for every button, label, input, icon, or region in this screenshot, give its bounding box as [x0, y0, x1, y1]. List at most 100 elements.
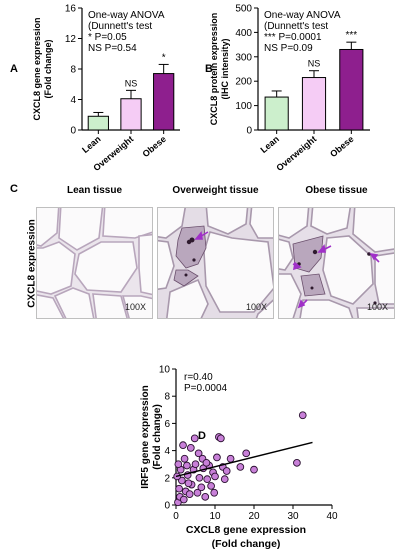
correlation-annotation: r=0.40 [184, 372, 213, 383]
x-axis-label: CXCL8 gene expression [186, 524, 306, 536]
data-point [217, 434, 225, 443]
data-point [293, 458, 301, 467]
obese-tissue-micrograph: 100X [278, 207, 395, 319]
x-tick-label: 40 [326, 511, 338, 522]
bar [87, 115, 109, 131]
data-point [250, 465, 258, 474]
x-tick-label: 30 [287, 511, 299, 522]
data-point [210, 488, 219, 497]
significance-label: *** [345, 30, 357, 41]
data-point [190, 434, 199, 443]
y-axis-label: CXCL8 protein expression [209, 13, 219, 126]
regression-line [175, 441, 313, 478]
y-axis-label: (Fold change) [152, 404, 163, 470]
data-point [180, 454, 189, 463]
bar-chart-cxcl8-protein: 0 100 200 300 400 500 Lean NS Overweight *** Obese… [209, 4, 370, 173]
data-point [186, 444, 195, 452]
stats-annotation: One-way ANOVA [88, 10, 165, 21]
overweight-tissue-micrograph: 100X [157, 207, 274, 319]
x-tick-label: 10 [209, 511, 221, 522]
y-tick-label: 4 [70, 95, 76, 106]
bar [153, 73, 175, 131]
stats-annotation: One-way ANOVA [264, 10, 341, 21]
significance-label: * [162, 52, 166, 63]
panel-letter-a: A [10, 63, 18, 75]
x-tick-label: Obese [328, 134, 356, 159]
scatter-irf5-vs-cxcl8: 0 2 4 6 8 10 0 10 20 30 40 r=0.40P=0.0004 IRF5 gene … [140, 365, 338, 550]
data-point [298, 411, 307, 420]
y-tick-label: 100 [235, 101, 252, 112]
correlation-annotation: P=0.0004 [184, 383, 228, 394]
data-point [183, 461, 191, 470]
y-tick-label: 0 [164, 501, 170, 512]
lean-tissue-title: Lean tissue [66, 185, 123, 196]
panel-letter-b: B [205, 63, 213, 75]
data-point [207, 482, 215, 490]
data-point [184, 479, 193, 488]
y-tick-label: 0 [70, 126, 76, 137]
x-tick-label: 20 [248, 511, 260, 522]
data-point [179, 495, 188, 504]
y-tick-label: 400 [235, 28, 252, 39]
data-point [179, 441, 187, 450]
panel-letter-c: C [10, 183, 18, 195]
y-tick-label: 12 [65, 34, 77, 45]
bar [264, 96, 289, 131]
data-point [226, 454, 235, 463]
magnification-label: 100X [245, 302, 267, 312]
data-point [194, 449, 203, 458]
stats-annotation: NS P=0.54 [88, 43, 137, 54]
data-point [185, 490, 194, 498]
y-tick-label: 16 [65, 4, 77, 15]
y-axis-label: (Fold change) [43, 40, 53, 99]
y-tick-label: 200 [235, 77, 252, 88]
y-tick-label: 8 [164, 392, 170, 403]
data-point [222, 467, 231, 475]
x-tick-label: 0 [173, 511, 179, 522]
x-tick-label: Overweight [274, 134, 318, 173]
bar [339, 48, 364, 131]
y-axis-label: CXCL8 gene expression [32, 17, 42, 120]
data-point [213, 453, 221, 462]
x-tick-label: Lean [80, 134, 103, 155]
magnification-label: 100X [124, 302, 146, 312]
significance-label: NS [308, 59, 321, 69]
data-point [242, 449, 251, 458]
x-tick-label: Obese [140, 134, 168, 159]
obese-tissue-title: Obese tissue [305, 185, 368, 196]
data-point [236, 463, 245, 471]
y-axis-label: IRF5 gene expression [140, 385, 151, 488]
stats-annotation: * P=0.05 [88, 32, 127, 43]
bar [120, 98, 142, 131]
x-axis-label: (Fold change) [212, 538, 281, 550]
stats-annotation: (Dunnett's test [88, 21, 152, 32]
y-tick-label: 2 [164, 473, 170, 484]
stats-annotation: (Dunnett's test [264, 21, 328, 32]
overweight-tissue-title: Overweight tissue [172, 185, 259, 196]
bar [301, 77, 327, 131]
magnification-label: 100X [366, 302, 388, 312]
y-tick-label: 4 [164, 446, 170, 457]
data-point [203, 475, 212, 484]
y-tick-label: 500 [235, 4, 252, 15]
data-point [175, 484, 183, 493]
stats-annotation: *** P=0.0001 [264, 32, 322, 43]
data-point [197, 483, 206, 492]
lean-tissue-micrograph: 100X [36, 207, 153, 319]
y-tick-label: 0 [246, 126, 252, 137]
data-point [211, 472, 219, 481]
y-tick-label: 6 [164, 419, 170, 430]
y-tick-label: 300 [235, 52, 252, 63]
stats-annotation: NS P=0.09 [264, 43, 313, 54]
data-point [195, 473, 204, 482]
data-point [201, 492, 210, 501]
data-point [174, 460, 183, 469]
y-axis-label: (IHC intensity) [220, 38, 230, 99]
panel-letter-d: D [198, 430, 206, 442]
significance-label: NS [125, 78, 138, 88]
y-tick-label: 10 [159, 365, 171, 376]
data-point [193, 488, 202, 497]
data-point [191, 460, 200, 469]
data-point [220, 475, 229, 484]
